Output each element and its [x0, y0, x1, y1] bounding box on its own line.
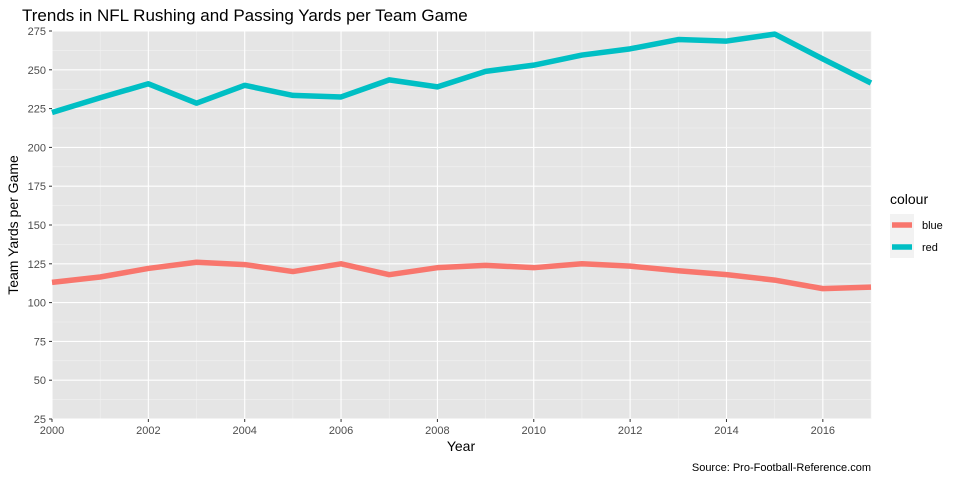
y-tick-label: 150 [28, 220, 46, 232]
x-axis-title: Year [447, 438, 476, 454]
y-tick-label: 275 [28, 26, 46, 38]
legend-label-red: red [922, 242, 938, 254]
x-tick-label: 2016 [811, 425, 835, 437]
series-line-blue [51, 259, 872, 292]
y-tick-label: 125 [28, 259, 46, 271]
legend-title: colour [890, 191, 928, 207]
y-tick-label: 75 [34, 336, 46, 348]
y-tick-label: 100 [28, 298, 46, 310]
legend-label-blue: blue [922, 220, 943, 232]
x-axis-ticks: 2000 2002 2004 2006 2008 2010 2012 2014 2016 [40, 419, 835, 437]
y-tick-label: 225 [28, 104, 46, 116]
x-tick-label: 2006 [329, 425, 353, 437]
y-axis-ticks: 25 50 75 100 125 150 175 200 225 250 275 [28, 26, 52, 426]
y-tick-label: 175 [28, 181, 46, 193]
chart-title: Trends in NFL Rushing and Passing Yards … [22, 6, 468, 25]
x-tick-label: 2002 [136, 425, 160, 437]
series-line-red [51, 31, 873, 116]
chart-caption: Source: Pro-Football-Reference.com [692, 462, 871, 474]
y-axis-title: Team Yards per Game [5, 155, 21, 295]
y-tick-label: 250 [28, 65, 46, 77]
x-tick-label: 2000 [40, 425, 64, 437]
x-tick-label: 2010 [522, 425, 546, 437]
y-tick-label: 200 [28, 142, 46, 154]
x-tick-label: 2012 [618, 425, 642, 437]
x-tick-label: 2004 [232, 425, 256, 437]
y-tick-label: 50 [34, 375, 46, 387]
x-tick-label: 2014 [714, 425, 738, 437]
x-tick-label: 2008 [425, 425, 449, 437]
series-lines [51, 31, 873, 292]
y-tick-label: 25 [34, 414, 46, 426]
legend: colour blue red [890, 191, 943, 258]
